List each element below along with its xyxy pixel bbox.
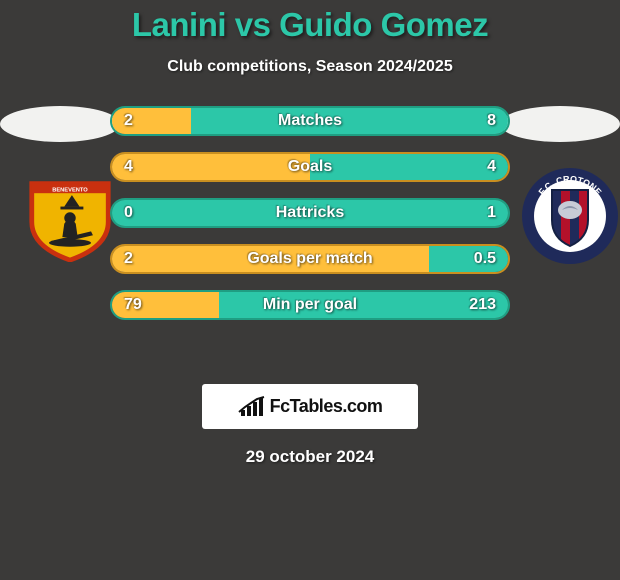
- page-title: Lanini vs Guido Gomez: [0, 0, 620, 44]
- subtitle: Club competitions, Season 2024/2025: [0, 58, 620, 76]
- club-badge-left: BENEVENTO: [20, 176, 120, 262]
- stat-label: Matches: [112, 108, 508, 134]
- stat-value-right: 213: [469, 292, 496, 318]
- stat-value-right: 0.5: [474, 246, 496, 272]
- stat-value-right: 4: [487, 154, 496, 180]
- comparison-arena: BENEVENTO: [0, 106, 620, 366]
- stat-value-left: 2: [124, 246, 133, 272]
- stat-rows: Matches28Goals44Hattricks01Goals per mat…: [110, 106, 510, 336]
- comparison-card: Lanini vs Guido Gomez Club competitions,…: [0, 0, 620, 580]
- stat-label: Goals: [112, 154, 508, 180]
- stat-row: Hattricks0 1: [110, 198, 510, 228]
- stat-row: Min per goal79 213: [110, 290, 510, 320]
- date-text: 29 october 2024: [0, 447, 620, 467]
- stat-label: Min per goal: [112, 292, 508, 318]
- stat-value-left: 4: [124, 154, 133, 180]
- stat-value-right: 1: [487, 200, 496, 226]
- stat-row: Goals4 4: [110, 152, 510, 182]
- club-badge-right: F.C. CROTONE: [520, 166, 620, 266]
- stat-row: Matches2 8: [110, 106, 510, 136]
- stat-value-right: 8: [487, 108, 496, 134]
- spotlight-left: [0, 106, 120, 142]
- club-left-banner: BENEVENTO: [52, 187, 88, 193]
- stat-label: Hattricks: [112, 200, 508, 226]
- brand-text: FcTables.com: [270, 396, 383, 417]
- chart-icon: [238, 396, 266, 418]
- stat-value-left: 79: [124, 292, 142, 318]
- stat-label: Goals per match: [112, 246, 508, 272]
- spotlight-right: [500, 106, 620, 142]
- stat-value-left: 2: [124, 108, 133, 134]
- stat-value-left: 0: [124, 200, 133, 226]
- brand-box: FcTables.com: [202, 384, 418, 429]
- stat-row: Goals per match2 0.5: [110, 244, 510, 274]
